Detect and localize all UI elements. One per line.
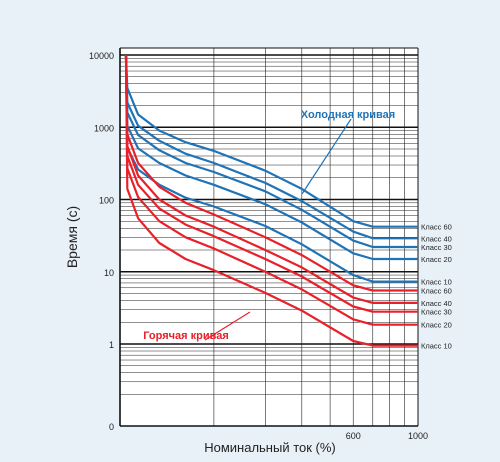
hot-curve-label: Класс 20 (421, 321, 452, 330)
hot-curve-line (124, 54, 418, 313)
minor-grid (120, 48, 418, 426)
cold-curve-label: Класс 10 (421, 278, 452, 287)
cold-curve-annotation: Холодная кривая (301, 109, 395, 121)
hot-curve-line (124, 54, 418, 347)
y-tick-label: 1000 (94, 123, 114, 133)
plot-background (120, 48, 418, 426)
hot-curve-label: Класс 10 (421, 342, 452, 351)
hot-curve-line (124, 54, 418, 326)
hot-curve-label: Класс 40 (421, 299, 452, 308)
x-axis-label: Номинальный ток (%) (204, 440, 336, 455)
y-tick-labels: 0 1 10 100 1000 10000 (89, 51, 114, 432)
cold-curve-line (124, 54, 418, 249)
cold-curve-line (124, 54, 418, 261)
y-tick-label: 0 (109, 422, 114, 432)
cold-curve-line (124, 54, 418, 240)
cold-curve-label: Класс 30 (421, 243, 452, 252)
x-tick-labels: 600 1000 (346, 431, 428, 441)
major-grid (119, 47, 419, 427)
hot-curve-annotation: Горячая кривая (143, 330, 229, 342)
curves-group (124, 54, 418, 347)
x-tick-label: 1000 (408, 431, 428, 441)
cold-curve-line (124, 54, 418, 283)
y-tick-label: 100 (99, 196, 114, 206)
cold-curve-label: Класс 40 (421, 234, 452, 243)
hot-curve-label: Класс 60 (421, 287, 452, 296)
y-axis-label: Время (с) (64, 206, 80, 268)
y-tick-label: 10 (104, 268, 114, 278)
hot-curve-line (124, 54, 418, 292)
cold-curve-line (124, 54, 418, 228)
hot-curve-label: Класс 30 (421, 308, 452, 317)
y-tick-label: 1 (109, 340, 114, 350)
cold-curve-label: Класс 20 (421, 255, 452, 264)
x-tick-label: 600 (346, 431, 361, 441)
cold-annotation-leader (301, 118, 352, 195)
cold-curve-label: Класс 60 (421, 223, 452, 232)
hot-annotation-leader (204, 311, 251, 341)
hot-curve-line (124, 54, 418, 304)
y-tick-label: 10000 (89, 51, 114, 61)
